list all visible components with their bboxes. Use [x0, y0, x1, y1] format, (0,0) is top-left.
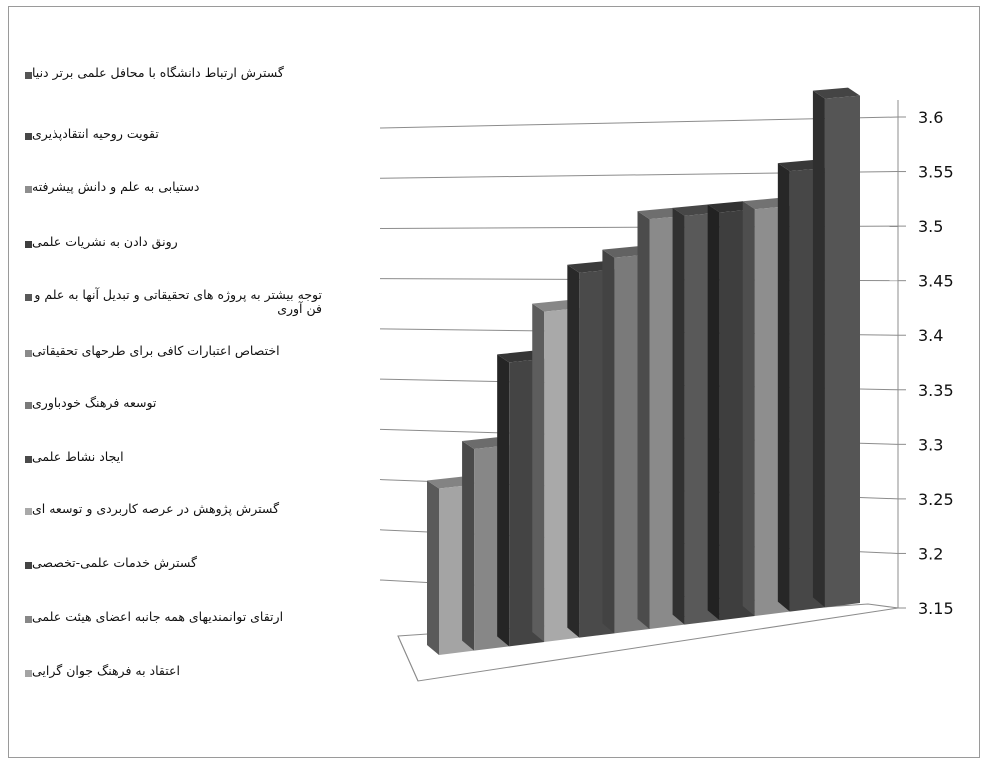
legend-item: رونق دادن به نشریات علمی — [22, 235, 352, 249]
y-tick-label: 3.2 — [918, 544, 943, 563]
legend-swatch — [25, 402, 32, 409]
bar-side — [637, 211, 650, 629]
floor-edge — [397, 635, 419, 682]
bar-side — [497, 354, 510, 647]
legend-label: گسترش پژوهش در عرصه کاربردی و توسعه ای — [32, 501, 280, 516]
bar-side — [742, 201, 755, 616]
legend-label: گسترش خدمات علمی-تخصصی — [32, 555, 197, 570]
legend-label: گسترش ارتباط دانشگاه با محافل علمی برتر … — [32, 65, 284, 80]
legend-swatch — [25, 186, 32, 193]
bar-top — [812, 87, 860, 99]
bar — [812, 87, 860, 608]
bar-side — [707, 204, 720, 621]
legend-item: ایجاد نشاط علمی — [22, 450, 352, 464]
legend-swatch — [25, 72, 32, 79]
legend-label: توسعه فرهنگ خودباوری — [32, 395, 157, 410]
legend-item: توسعه فرهنگ خودباوری — [22, 396, 352, 410]
legend-item: گسترش پژوهش در عرصه کاربردی و توسعه ای — [22, 502, 352, 516]
y-tick-label: 3.5 — [918, 217, 943, 236]
bar-side — [602, 249, 615, 634]
legend-item: گسترش ارتباط دانشگاه با محافل علمی برتر … — [22, 66, 352, 80]
legend-swatch — [25, 241, 32, 248]
bar-side — [777, 163, 790, 612]
legend-label: اعتقاد به فرهنگ جوان گرایی — [32, 663, 180, 678]
legend-swatch — [25, 508, 32, 515]
legend-swatch — [25, 616, 32, 623]
legend-item: اعتقاد به فرهنگ جوان گرایی — [22, 664, 352, 678]
legend: گسترش ارتباط دانشگاه با محافل علمی برتر … — [22, 0, 352, 760]
legend-swatch — [25, 456, 32, 463]
legend-item: توجه بیشتر به پروژه های تحقیقاتی و تبدیل… — [22, 288, 352, 316]
legend-label: اختصاص اعتبارات کافی برای طرحهای تحقیقات… — [32, 343, 280, 358]
legend-item: دستیابی به علم و دانش پیشرفته — [22, 180, 352, 194]
y-tick-label: 3.6 — [918, 108, 943, 127]
bar-side — [672, 207, 685, 625]
bar-side — [427, 480, 439, 655]
gridline — [379, 116, 899, 129]
legend-swatch — [25, 294, 32, 301]
y-tick-label: 3.15 — [918, 599, 954, 618]
legend-item: گسترش خدمات علمی-تخصصی — [22, 556, 352, 570]
legend-label: ایجاد نشاط علمی — [32, 449, 124, 464]
y-tick-label: 3.55 — [918, 163, 954, 182]
legend-label: توجه بیشتر به پروژه های تحقیقاتی و تبدیل… — [34, 287, 322, 316]
bar-side — [812, 90, 825, 608]
bar-side — [532, 303, 545, 642]
y-tick-label: 3.25 — [918, 490, 954, 509]
bar-side — [567, 264, 580, 638]
legend-swatch — [25, 562, 32, 569]
legend-item: تقویت روحیه انتقادپذیری — [22, 127, 352, 141]
legend-label: ارتقای توانمندیهای همه جانبه اعضای هیئت … — [32, 609, 284, 624]
legend-item: ارتقای توانمندیهای همه جانبه اعضای هیئت … — [22, 610, 352, 624]
y-tick-label: 3.3 — [918, 435, 943, 454]
y-tick-label: 3.4 — [918, 326, 943, 345]
legend-item: اختصاص اعتبارات کافی برای طرحهای تحقیقات… — [22, 344, 352, 358]
bar-side — [462, 441, 475, 651]
y-tick-label: 3.45 — [918, 272, 954, 291]
legend-label: رونق دادن به نشریات علمی — [32, 234, 178, 249]
bar-front — [824, 95, 860, 608]
legend-label: تقویت روحیه انتقادپذیری — [32, 126, 159, 141]
legend-swatch — [25, 350, 32, 357]
legend-swatch — [25, 133, 32, 140]
legend-label: دستیابی به علم و دانش پیشرفته — [32, 179, 200, 194]
legend-swatch — [25, 670, 32, 677]
y-tick-label: 3.35 — [918, 381, 954, 400]
